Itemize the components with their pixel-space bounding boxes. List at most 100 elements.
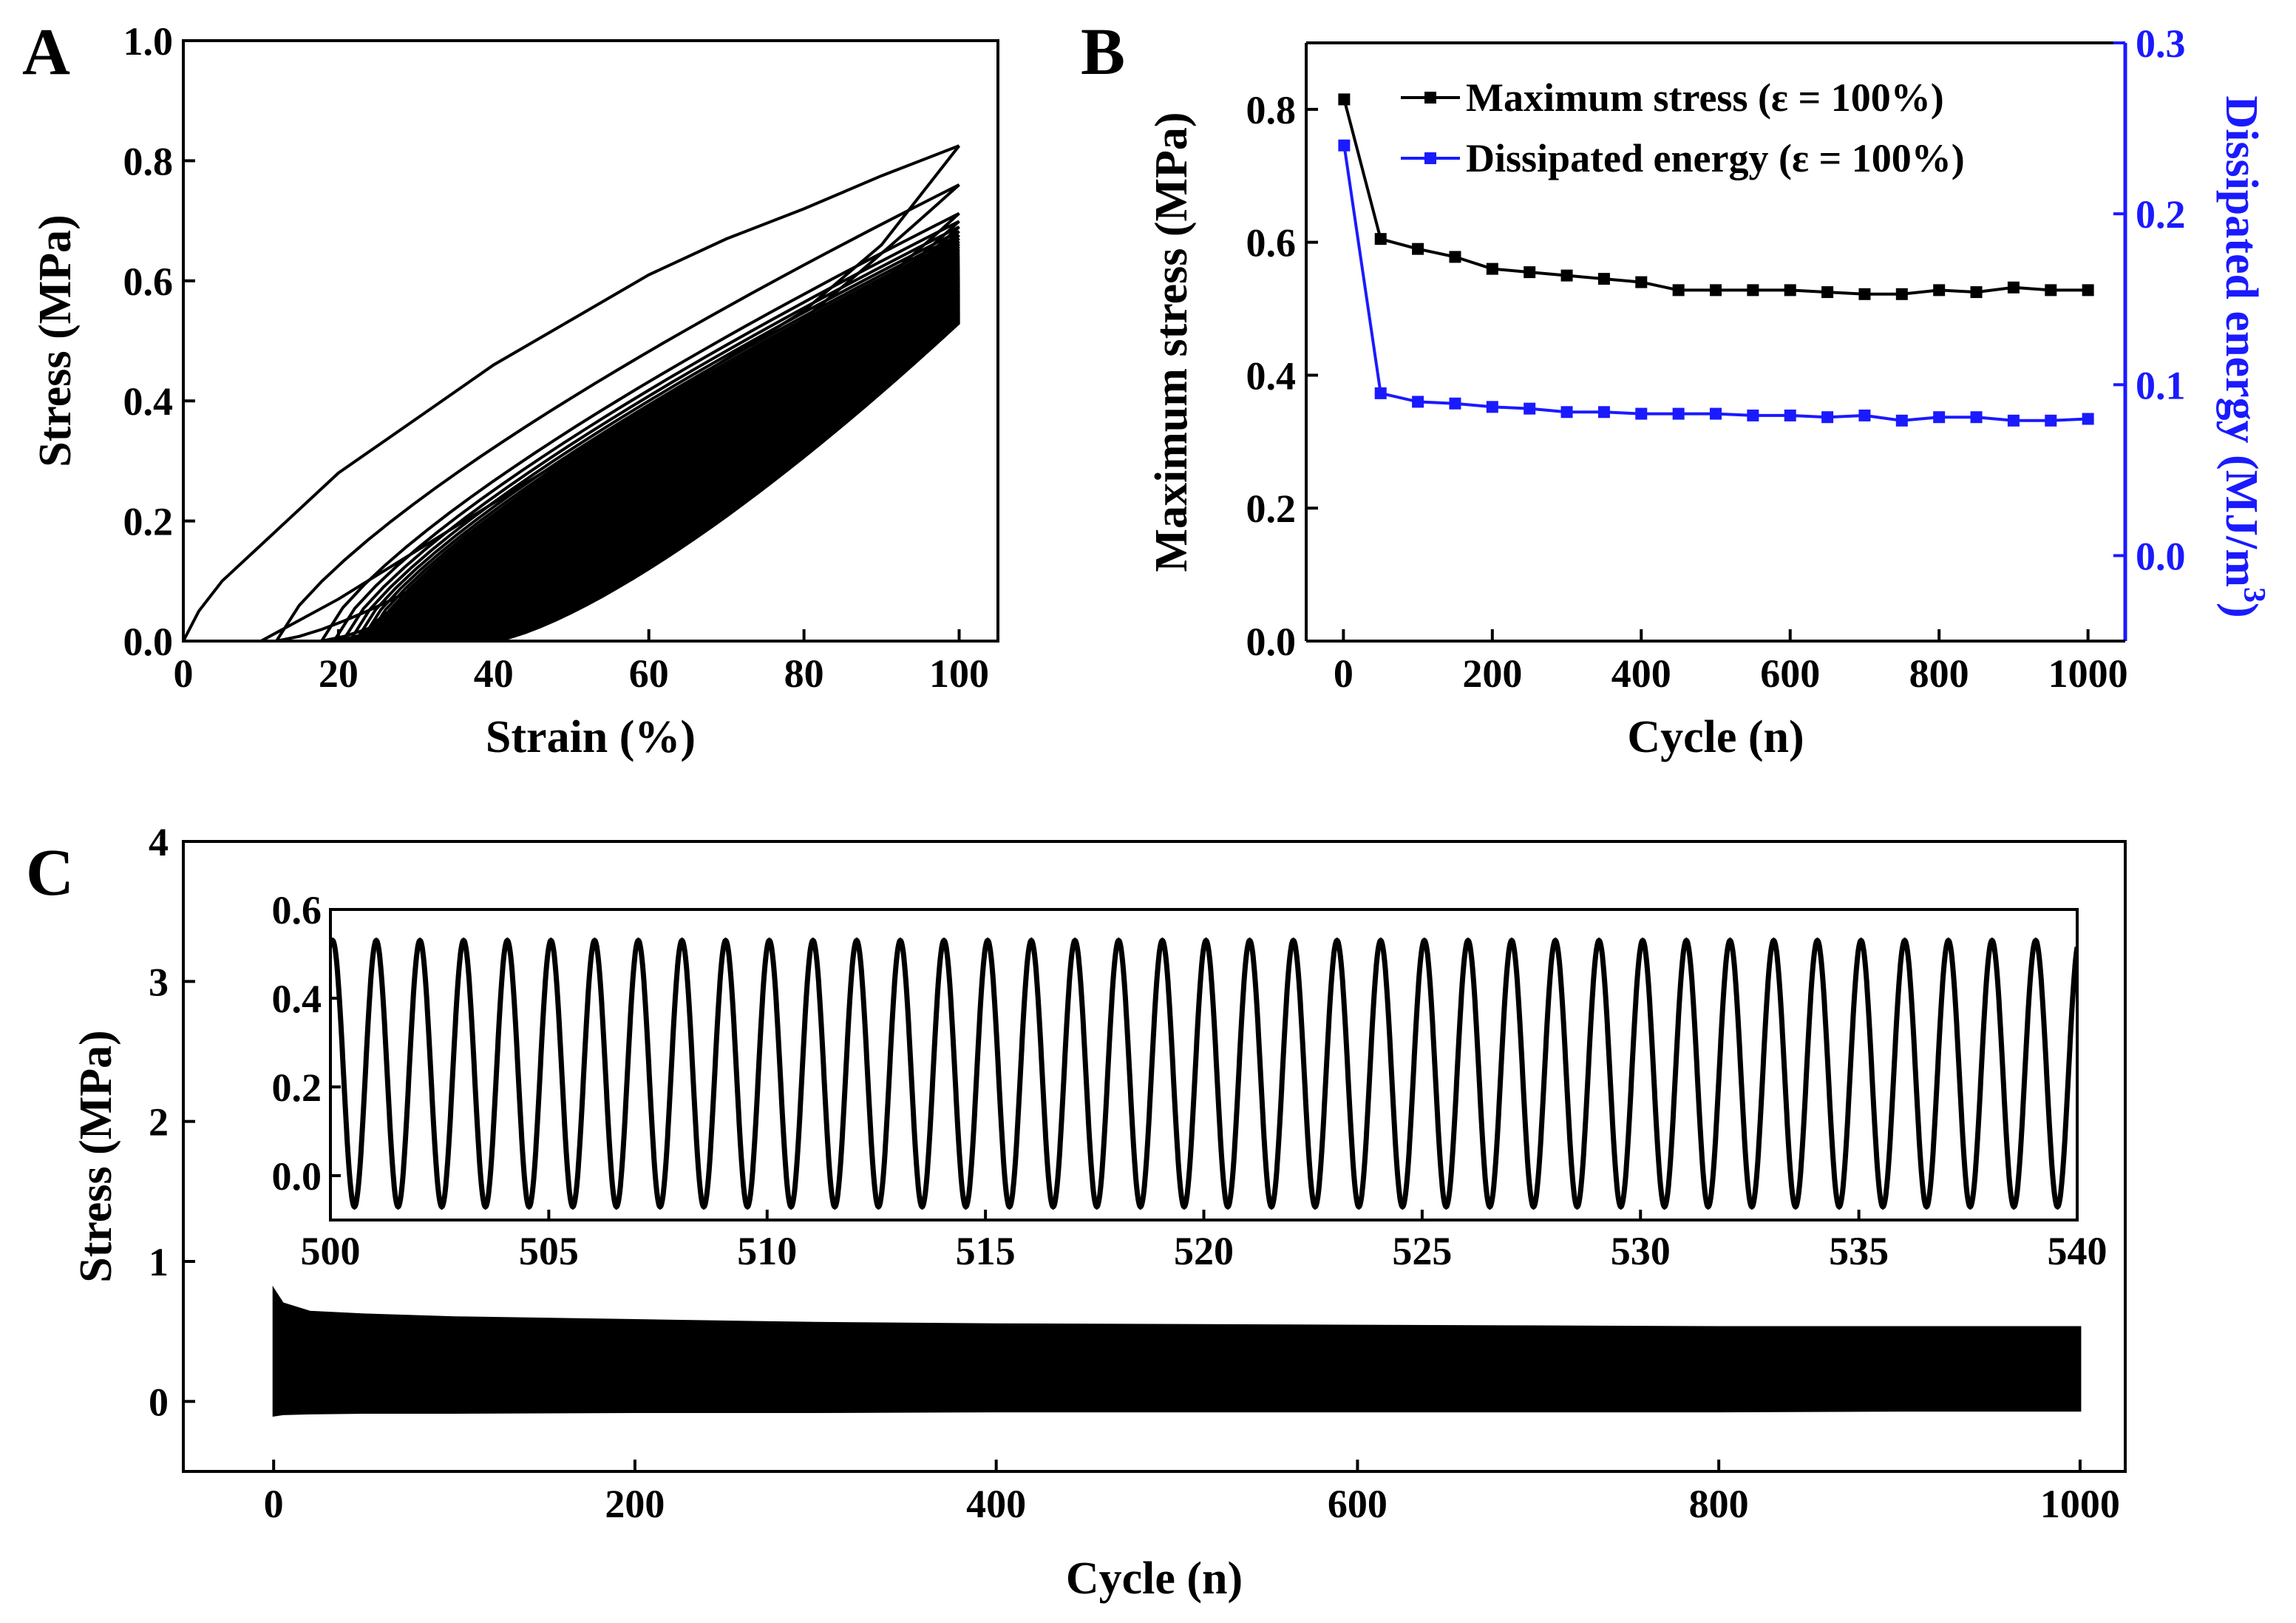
- legend-marker: [1424, 152, 1436, 164]
- data-point: [1338, 93, 1351, 106]
- x-axis-label: Cycle (n): [1066, 1553, 1243, 1604]
- inset-x-tick-label: 520: [1174, 1229, 1234, 1273]
- panel-b-label: B: [1081, 16, 1125, 89]
- data-point: [1858, 409, 1871, 421]
- data-point: [1747, 409, 1759, 421]
- x-tick-label: 1000: [2040, 1482, 2120, 1526]
- x-tick-label: 1000: [2048, 651, 2128, 696]
- legend-marker: [1424, 92, 1436, 104]
- panel-a-label: A: [22, 16, 70, 89]
- y-tick-label: 1: [149, 1240, 169, 1284]
- data-point: [1560, 406, 1573, 419]
- data-point: [1821, 286, 1834, 299]
- x-tick-label: 200: [605, 1482, 665, 1526]
- inset-x-tick-label: 500: [301, 1229, 361, 1273]
- x-tick-label: 0: [174, 651, 194, 696]
- y-tick-label: 2: [149, 1100, 169, 1145]
- y-tick-label: 0.4: [123, 379, 174, 424]
- panel-b-chart: 0 200 400 600 800 1000 0.0 0.2 0.4 0.6 0.8 0.0 0.1 0.…: [1147, 21, 2271, 762]
- data-point: [1784, 409, 1796, 421]
- right-y-tick-label: 0.1: [2136, 363, 2186, 407]
- y-tick-label: 0.4: [1246, 353, 1297, 398]
- data-point: [1560, 269, 1573, 282]
- y-axis-label: Maximum stress (MPa): [1147, 112, 1197, 572]
- x-tick-label: 20: [319, 651, 359, 696]
- inset-x-tick-label: 515: [956, 1229, 1016, 1273]
- x-axis-label: Cycle (n): [1627, 712, 1804, 762]
- right-y-tick-label: 0.2: [2136, 192, 2186, 237]
- x-tick-label: 80: [784, 651, 824, 696]
- right-y-axis-label-close: ): [2216, 603, 2266, 618]
- x-tick-label: 600: [1760, 651, 1820, 696]
- y-tick-label: 3: [149, 960, 169, 1004]
- data-point: [1338, 139, 1351, 152]
- x-tick-label: 0: [264, 1482, 284, 1526]
- panel-c-label: C: [26, 836, 74, 909]
- y-tick-label: 4: [149, 820, 169, 864]
- data-point: [1710, 284, 1722, 297]
- data-point: [1486, 401, 1498, 413]
- data-point: [1449, 251, 1461, 263]
- data-point: [1821, 411, 1834, 424]
- panel-a-chart: 0 20 40 60 80 100 0.0 0.2 0.4 0.6 0.8 1.0 Strain (%)…: [30, 19, 999, 762]
- panel-c-chart: 0 200 400 600 800 1000 0 1 2 3 4 Cycle (n) Stress (M…: [71, 820, 2127, 1604]
- inset-wave-group: [330, 937, 2077, 1210]
- data-point: [1858, 288, 1871, 300]
- y-axis-label: Stress (MPa): [71, 1030, 121, 1282]
- data-point: [1970, 286, 1983, 299]
- y-tick-label: 0.8: [1246, 88, 1297, 132]
- right-y-tick-label: 0.0: [2136, 534, 2186, 578]
- x-tick-label: 60: [629, 651, 669, 696]
- series-line: [1342, 98, 2088, 296]
- inset-x-tick-label: 540: [2048, 1229, 2108, 1273]
- data-point: [1412, 243, 1424, 255]
- data-point: [2007, 281, 2020, 294]
- data-point: [2082, 413, 2094, 425]
- data-point: [1635, 276, 1648, 288]
- data-point: [1672, 284, 1685, 297]
- y-tick-label: 0.0: [1246, 620, 1297, 664]
- legend-label: Dissipated energy (ε = 100%): [1466, 136, 1965, 180]
- data-point: [1597, 406, 1610, 419]
- data-point: [1970, 411, 1983, 424]
- first-cycle-unloading: [260, 144, 961, 641]
- data-point: [1597, 273, 1610, 285]
- data-point: [1449, 397, 1461, 410]
- data-point: [1672, 407, 1685, 420]
- data-point: [1524, 402, 1536, 415]
- y-tick-label: 0: [149, 1380, 169, 1424]
- right-y-axis-label-sup: 3: [2237, 587, 2271, 603]
- data-point: [1374, 233, 1387, 245]
- first-cycle-loading: [183, 144, 960, 641]
- y-axis-label: Stress (MPa): [30, 214, 81, 467]
- inset-stress-wave: [330, 937, 2077, 1210]
- data-point: [1933, 411, 1946, 424]
- inset-y-tick-label: 0.6: [272, 888, 322, 932]
- inset-x-tick-label: 535: [1829, 1229, 1889, 1273]
- panel-a-frame: [182, 39, 999, 643]
- inset-y-tick-label: 0.0: [272, 1154, 322, 1199]
- stress-cycles-band: [272, 1285, 2082, 1417]
- data-point: [1933, 284, 1946, 297]
- inset-chart: 500 505 510 515 520 525 530 535 540 0.0 0.2 0.4 0.6: [272, 888, 2108, 1273]
- data-point: [2007, 414, 2020, 427]
- data-point: [2082, 284, 2094, 297]
- inset-x-tick-label: 530: [1611, 1229, 1671, 1273]
- right-y-axis-label: Dissipated energy (MJ/m3): [2216, 95, 2271, 617]
- y-tick-label: 0.8: [123, 139, 174, 183]
- inset-x-tick-label: 510: [737, 1229, 797, 1273]
- data-point: [2045, 284, 2057, 297]
- data-point: [2045, 414, 2057, 427]
- series-line: [1342, 145, 2088, 422]
- data-point: [1412, 396, 1424, 408]
- y-tick-label: 0.6: [123, 260, 174, 304]
- data-point: [1710, 407, 1722, 420]
- y-tick-label: 0.6: [1246, 221, 1297, 265]
- data-point: [1784, 284, 1796, 297]
- inset-y-tick-label: 0.4: [272, 977, 322, 1021]
- data-point: [1486, 262, 1498, 275]
- data-point: [1635, 407, 1648, 420]
- inset-y-tick-label: 0.2: [272, 1065, 322, 1110]
- x-tick-label: 0: [1334, 651, 1354, 696]
- y-tick-label: 0.2: [1246, 487, 1297, 531]
